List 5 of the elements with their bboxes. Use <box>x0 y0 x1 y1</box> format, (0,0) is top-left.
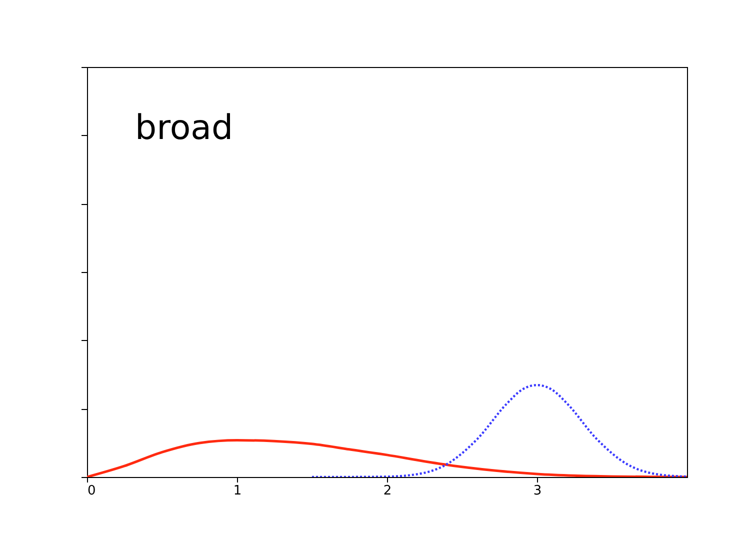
x-tick-label: 3 <box>533 484 542 498</box>
text: broad <box>135 108 234 148</box>
x-tick-label: 1 <box>233 484 242 498</box>
x-tick-label: 2 <box>383 484 392 498</box>
x-tick-label: 0 <box>88 484 96 498</box>
